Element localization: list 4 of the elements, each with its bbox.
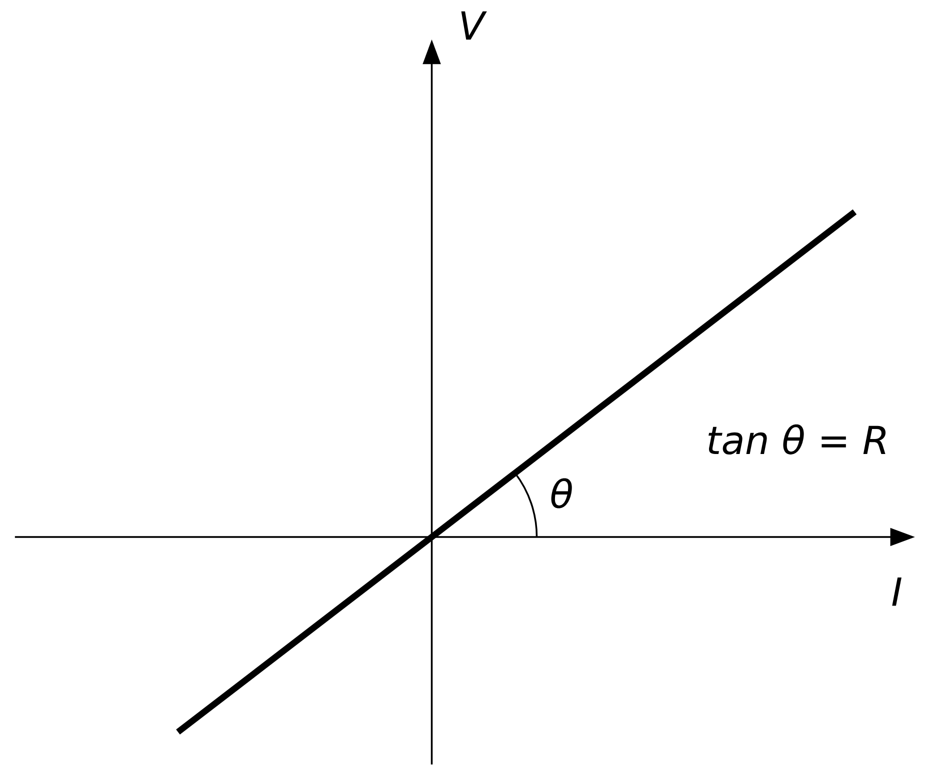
annotation: θ <box>551 478 572 508</box>
y-axis-title: V <box>461 11 487 40</box>
x-axis-title: I <box>892 578 902 606</box>
annotation: tan θ = R <box>708 424 886 455</box>
